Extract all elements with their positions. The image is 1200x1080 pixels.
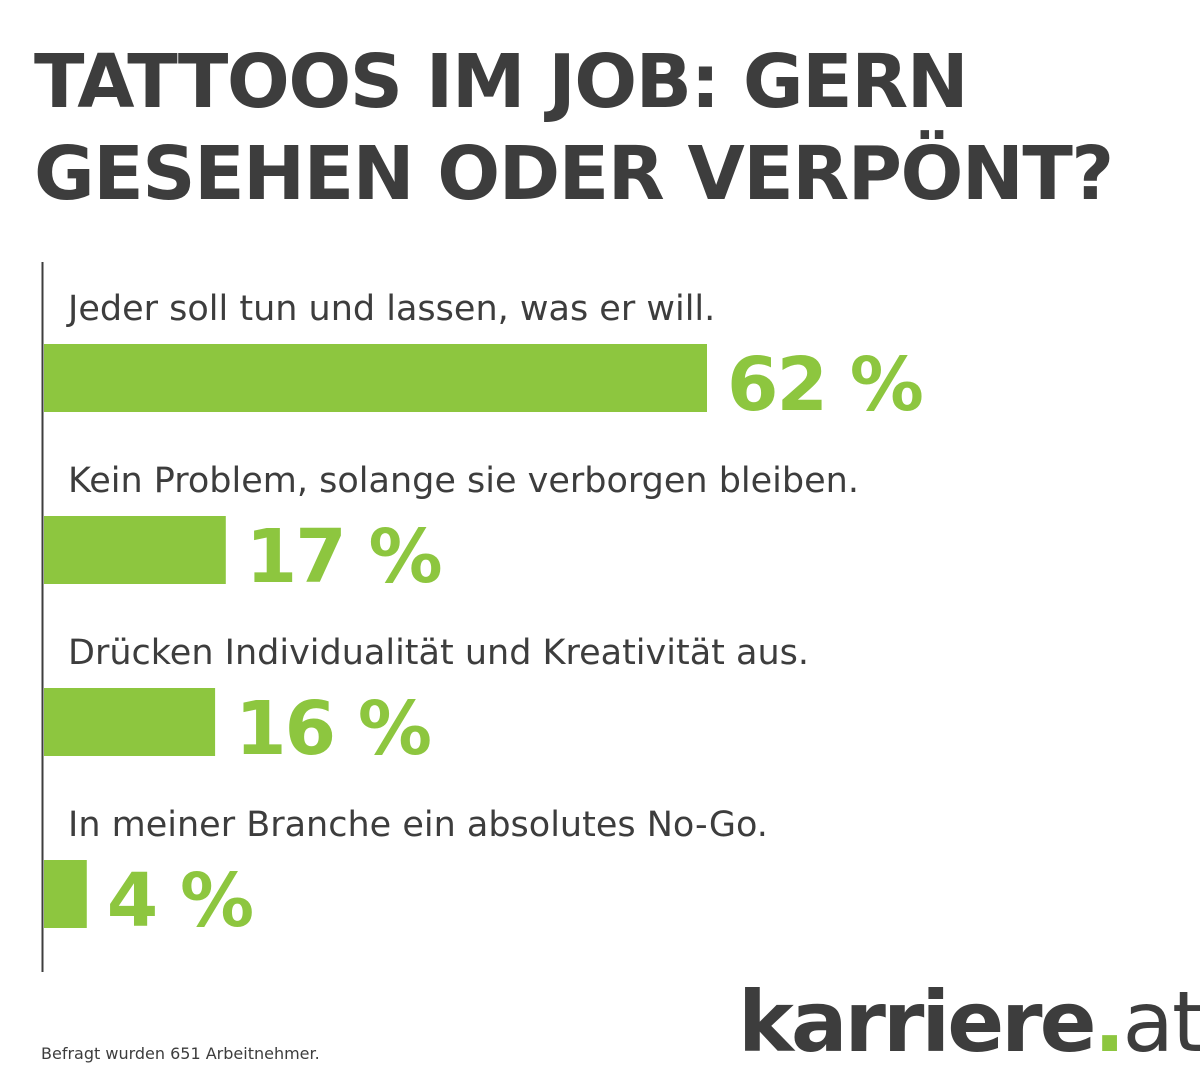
chart-title-line-1: TATTOOS IM JOB: GERN: [34, 39, 969, 125]
logo-tld: at: [1122, 973, 1200, 1071]
footnote: Befragt wurden 651 Arbeitnehmer.: [41, 1044, 320, 1063]
logo-word: karriere: [738, 973, 1097, 1071]
category-label: Drücken Individualität und Kreativität a…: [68, 633, 809, 673]
value-label: 16 %: [235, 686, 430, 772]
value-label: 62 %: [727, 342, 922, 428]
category-label: Kein Problem, solange sie verborgen blei…: [68, 461, 859, 501]
category-label: Jeder soll tun und lassen, was er will.: [66, 289, 715, 329]
value-label: 4 %: [107, 858, 252, 944]
chart-title: TATTOOS IM JOB: GERN GESEHEN ODER VERPÖN…: [34, 36, 1184, 220]
chart-title-line-2: GESEHEN ODER VERPÖNT?: [34, 131, 1114, 217]
brand-logo: karriere.at: [738, 972, 1200, 1072]
value-label: 17 %: [246, 514, 441, 600]
bar: [44, 860, 87, 928]
bar: [44, 516, 226, 584]
logo-dot: .: [1093, 973, 1126, 1071]
category-label: In meiner Branche ein absolutes No-Go.: [68, 805, 768, 845]
bar: [44, 688, 216, 756]
bar: [44, 344, 707, 412]
